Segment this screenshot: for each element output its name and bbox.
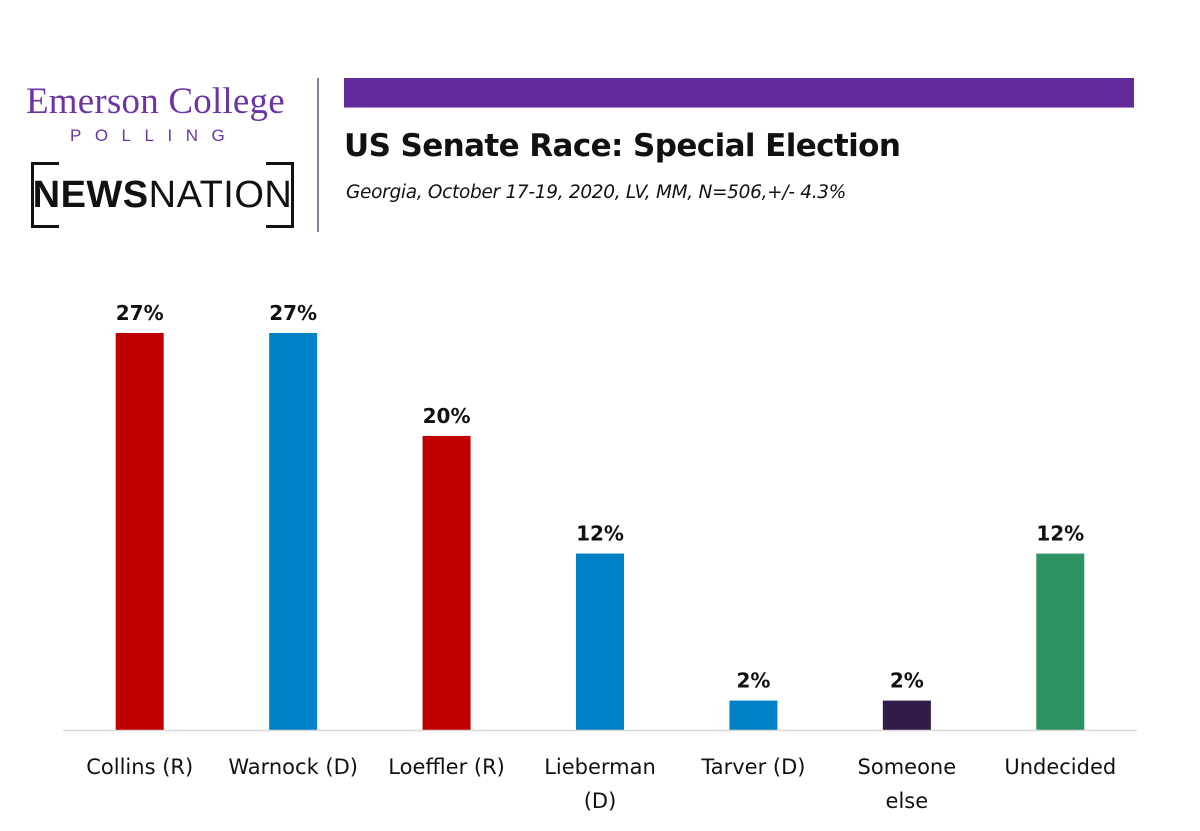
logo-bracket-left (31, 162, 59, 228)
bar-0 (115, 333, 164, 730)
bar-2 (422, 435, 471, 730)
category-label-5-line-1: else (886, 789, 929, 813)
labels-layer: 27% Collins (R) 27% Warnock (D) 20% Loeffler … (86, 301, 1116, 813)
value-label-0: 27% (116, 301, 164, 325)
bar-3 (576, 553, 624, 730)
newsnation-logo: NEWSNATION (31, 162, 294, 228)
value-label-3: 12% (576, 522, 624, 546)
bars-layer (115, 333, 1085, 730)
value-label-1: 27% (269, 301, 317, 325)
value-label-5: 2% (890, 669, 924, 693)
value-label-4: 2% (736, 669, 770, 693)
logo-bracket-right (266, 162, 294, 228)
chart-title: US Senate Race: Special Election (344, 128, 901, 164)
category-label-3: Lieberman (544, 755, 656, 779)
category-label-6: Undecided (1004, 755, 1116, 779)
newsnation-wordmark: NEWSNATION (31, 172, 294, 218)
polling-logo-text: POLLING (70, 126, 239, 145)
bar-5 (882, 700, 931, 730)
category-label-4: Tarver (D) (700, 755, 805, 779)
header-divider (317, 78, 319, 232)
value-label-2: 20% (423, 404, 471, 428)
newsnation-wordmark-news: NEWS (32, 174, 149, 216)
category-label-2: Loeffler (R) (388, 755, 505, 779)
chart-subtitle: Georgia, October 17-19, 2020, LV, MM, N=… (346, 182, 847, 203)
bar-6 (1036, 553, 1085, 730)
header-accent-bar (344, 78, 1134, 107)
category-label-5: Someone (858, 755, 957, 779)
bar-1 (269, 333, 318, 730)
emerson-college-logo: Emerson College (26, 81, 285, 122)
bar-4 (729, 700, 778, 730)
category-label-0: Collins (R) (86, 755, 193, 779)
value-label-6: 12% (1036, 522, 1084, 546)
newsnation-wordmark-nation: NATION (148, 174, 293, 216)
category-label-3-line-1: (D) (584, 789, 617, 813)
category-label-1: Warnock (D) (228, 755, 358, 779)
